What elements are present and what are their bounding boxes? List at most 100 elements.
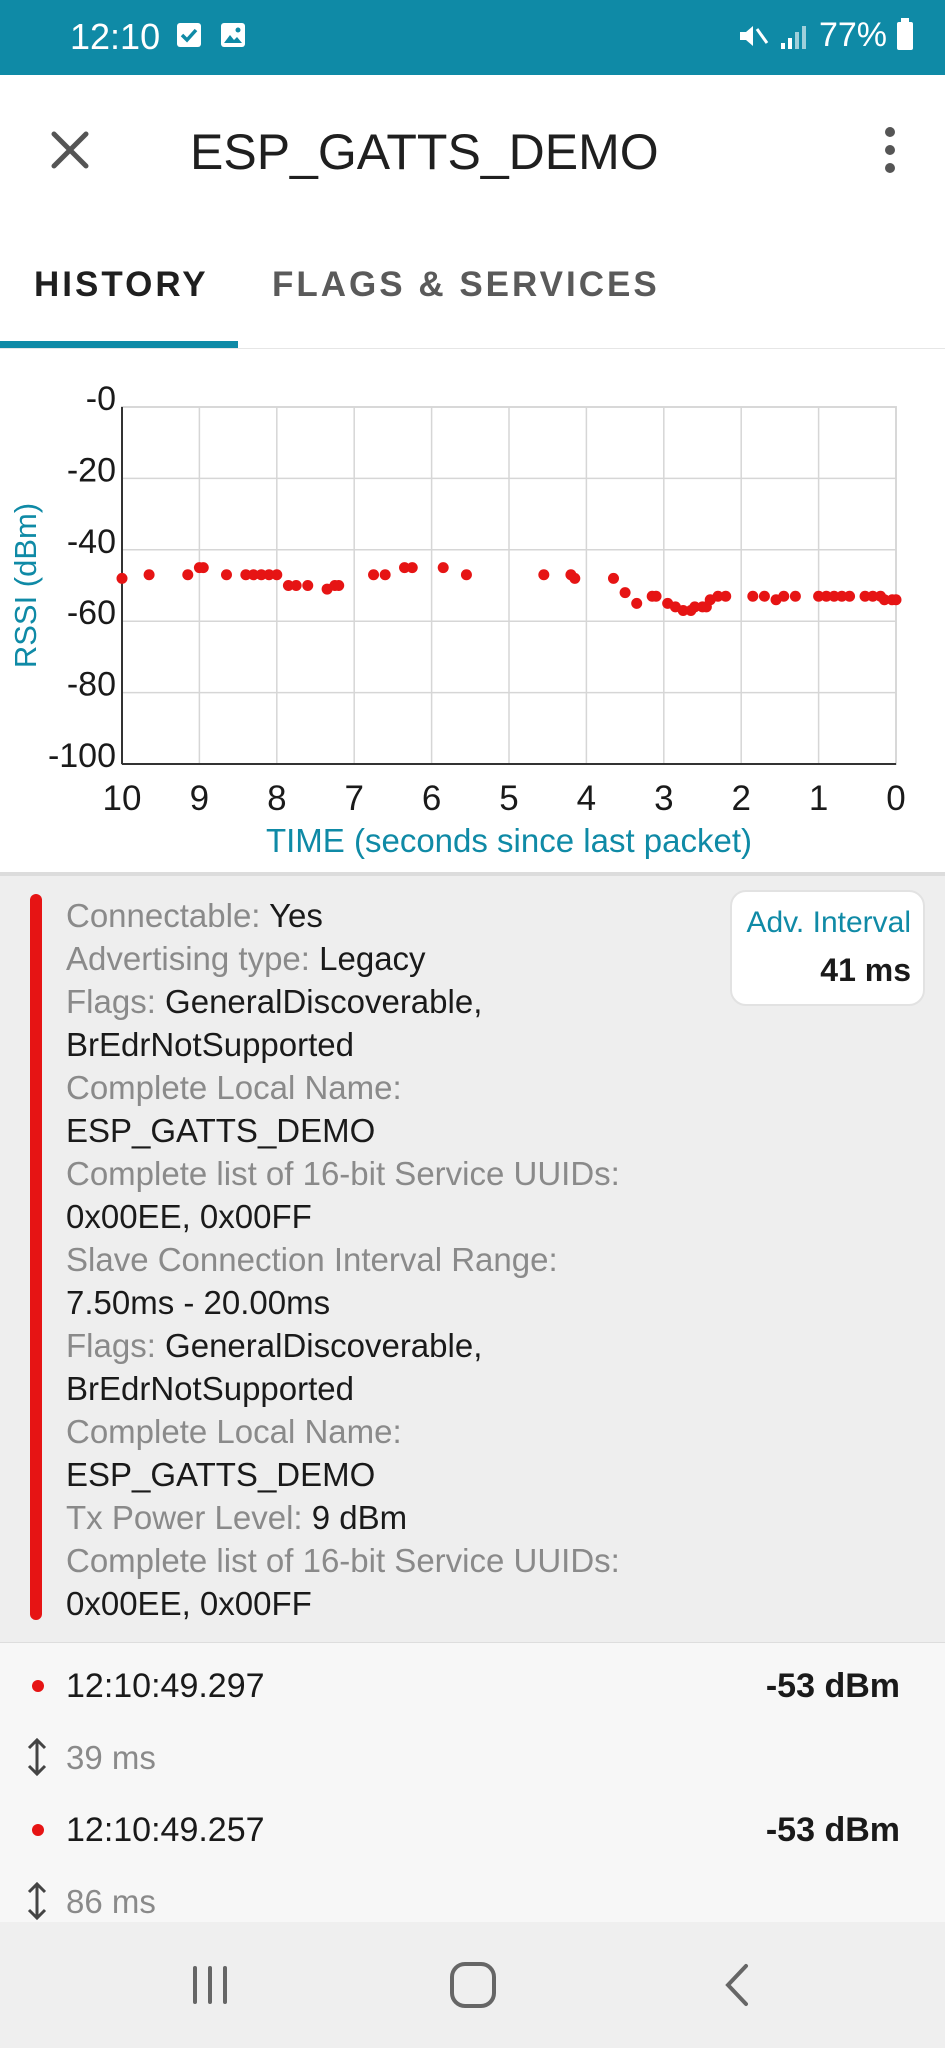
adv-detail-label: Slave Connection Interval Range: (66, 1241, 558, 1278)
packet-time: 12:10:49.257 (66, 1811, 265, 1849)
packet-rssi: -53 dBm (765, 1667, 900, 1705)
x-tick-label: 8 (267, 779, 286, 818)
rssi-data-point (182, 569, 194, 581)
packet-dot-icon (32, 1680, 44, 1692)
adv-detail-line: Complete list of 16-bit Service UUIDs: (66, 1539, 706, 1582)
packet-row[interactable]: 12:10:49.297 -53 dBm (0, 1657, 945, 1717)
rssi-data-point (758, 590, 770, 602)
more-vert-icon[interactable] (865, 120, 915, 180)
packet-row[interactable]: 12:10:49.257 -53 dBm (0, 1801, 945, 1861)
y-tick-label: -100 (48, 737, 116, 775)
rssi-data-point (878, 594, 890, 606)
battery-percent: 77% (818, 16, 887, 54)
rssi-data-point (720, 590, 732, 602)
rssi-data-point (290, 580, 302, 591)
battery-icon (897, 17, 913, 50)
adv-detail-label: Flags: (66, 1327, 156, 1364)
adv-detail-line: Advertising type: Legacy (66, 937, 706, 980)
adv-detail-value: 0x00EE, 0x00FF (66, 1198, 312, 1235)
adv-detail-value: GeneralDiscoverable, (165, 983, 483, 1020)
rssi-data-point (890, 594, 902, 606)
rssi-data-point (248, 569, 260, 581)
x-tick-label: 1 (809, 779, 828, 818)
adv-interval-box: Adv. Interval 41 ms (730, 890, 925, 1006)
rssi-data-point (844, 590, 856, 602)
rssi-data-point (302, 580, 314, 591)
adv-detail-value: BrEdrNotSupported (66, 1026, 354, 1063)
rssi-data-point (538, 569, 550, 581)
adv-detail-line: Flags: GeneralDiscoverable, (66, 1324, 706, 1367)
y-tick-label: -80 (67, 666, 116, 704)
rssi-data-point (820, 590, 832, 602)
rssi-data-point (859, 590, 871, 602)
adv-detail-line: 7.50ms - 20.00ms (66, 1281, 706, 1324)
packet-rssi: -53 dBm (765, 1811, 900, 1849)
adv-detail-line: 0x00EE, 0x00FF (66, 1195, 706, 1238)
rssi-data-point (712, 590, 724, 602)
rssi-data-point (263, 569, 275, 581)
adv-detail-line: Tx Power Level: 9 dBm (66, 1496, 706, 1539)
tab-flags-services[interactable]: FLAGS & SERVICES (272, 265, 660, 304)
adv-detail-label: Connectable: (66, 897, 261, 934)
checkbox-notification-icon (177, 23, 201, 47)
adv-detail-value: Legacy (319, 940, 426, 977)
x-tick-label: 4 (577, 779, 596, 818)
x-axis-label: TIME (seconds since last packet) (266, 822, 752, 859)
advertisement-card[interactable]: Connectable: Yes Advertising type: Legacy… (0, 876, 945, 1642)
rssi-data-point (813, 590, 825, 602)
adv-interval-value: 41 ms (820, 952, 911, 988)
adv-detail-value: ESP_GATTS_DEMO (66, 1112, 376, 1149)
vertical-arrows-icon (27, 1737, 47, 1777)
rssi-data-point (569, 572, 581, 584)
x-tick-label: 7 (344, 779, 363, 818)
vertical-arrows-icon (27, 1881, 47, 1921)
packet-gap-row: 39 ms (0, 1727, 945, 1787)
adv-detail-label: Complete list of 16-bit Service UUIDs: (66, 1542, 620, 1579)
rssi-data-point (828, 590, 840, 602)
y-axis-label: RSSI (dBm) (8, 503, 43, 668)
rssi-data-point (836, 590, 848, 602)
packet-gap-row: 86 ms (0, 1871, 945, 1931)
adv-detail-line: BrEdrNotSupported (66, 1367, 706, 1410)
x-tick-label: 5 (499, 779, 518, 818)
adv-detail-value: 0x00EE, 0x00FF (66, 1585, 312, 1622)
tab-bar: HISTORY FLAGS & SERVICES (0, 225, 945, 349)
x-tick-label: 0 (886, 779, 905, 818)
system-nav-bar (0, 1922, 945, 2048)
recent-apps-icon[interactable] (175, 1952, 245, 2018)
rssi-data-point (379, 569, 391, 581)
rssi-data-point (778, 590, 790, 602)
adv-detail-value: 9 dBm (311, 1499, 408, 1536)
packet-gap: 39 ms (66, 1739, 156, 1776)
rssi-data-point (631, 597, 643, 609)
adv-detail-line: 0x00EE, 0x00FF (66, 1582, 706, 1625)
rssi-data-point (282, 580, 294, 591)
packet-gap: 86 ms (66, 1883, 156, 1920)
adv-detail-label: Advertising type: (66, 940, 310, 977)
adv-detail-label: Flags: (66, 983, 156, 1020)
rssi-data-point (116, 572, 128, 584)
signal-icon (780, 25, 806, 49)
rssi-data-point (220, 569, 232, 581)
y-tick-label: -60 (67, 594, 116, 632)
rssi-data-point (143, 569, 155, 581)
back-icon[interactable] (702, 1952, 772, 2018)
x-tick-label: 6 (422, 779, 441, 818)
y-tick-label: -40 (67, 523, 116, 561)
home-icon[interactable] (438, 1952, 508, 2018)
rssi-data-point (437, 562, 449, 574)
y-tick-label: -0 (86, 380, 116, 418)
mute-icon (739, 25, 769, 46)
adv-detail-label: Complete list of 16-bit Service UUIDs: (66, 1155, 620, 1192)
adv-detail-line: Flags: GeneralDiscoverable, (66, 980, 706, 1023)
tab-history[interactable]: HISTORY (34, 265, 209, 304)
rssi-data-point (747, 590, 759, 602)
rssi-data-point (789, 590, 801, 602)
adv-detail-value: ESP_GATTS_DEMO (66, 1456, 376, 1493)
close-icon[interactable] (40, 120, 100, 180)
adv-detail-line: Slave Connection Interval Range: (66, 1238, 706, 1281)
rssi-data-point (406, 562, 418, 574)
rssi-data-point (255, 569, 267, 581)
adv-detail-line: Complete Local Name: (66, 1066, 706, 1109)
